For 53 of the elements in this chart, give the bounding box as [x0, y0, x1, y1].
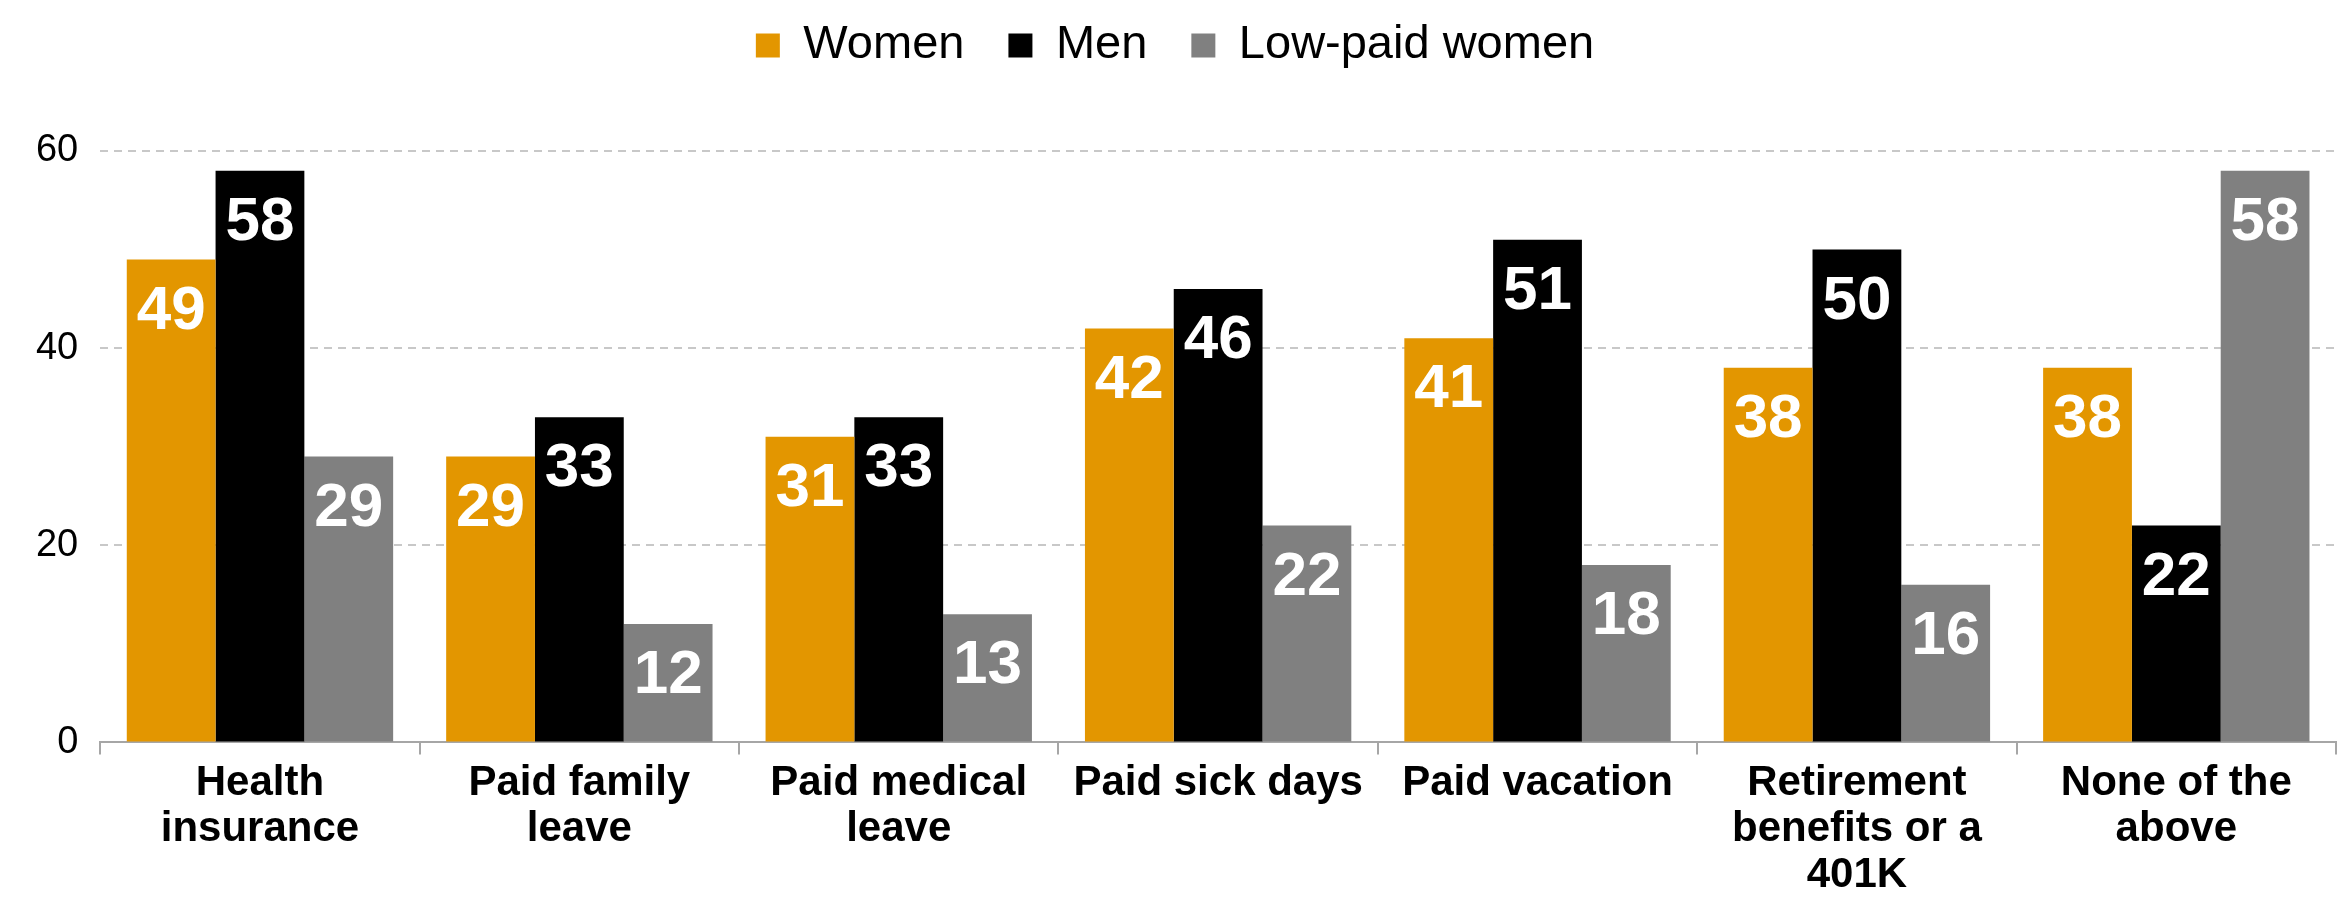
data-label: 33: [864, 430, 934, 500]
x-tick-label: Paid vacation: [1402, 757, 1673, 805]
x-tick-label: Paid family leave: [468, 757, 691, 851]
legend-label: Low-paid women: [1238, 15, 1595, 69]
bar: [1812, 249, 1902, 742]
bar: [1581, 564, 1671, 742]
data-label: 33: [544, 430, 614, 500]
bar: [1173, 288, 1263, 742]
data-label: 42: [1094, 341, 1164, 411]
x-tick-label: Paid sick days: [1073, 757, 1363, 805]
data-label: 58: [225, 183, 295, 253]
bar: [534, 417, 624, 742]
bar: [2220, 170, 2310, 742]
bar: [1262, 525, 1352, 742]
y-tick-label: 0: [57, 718, 79, 761]
bar: [126, 259, 216, 742]
data-label: 58: [2230, 183, 2300, 253]
bar: [304, 456, 394, 742]
data-label: 41: [1414, 351, 1484, 421]
bar: [854, 417, 944, 742]
bar: [215, 170, 305, 742]
data-label: 13: [953, 627, 1023, 697]
bar: [1404, 338, 1494, 742]
data-label: 49: [136, 272, 206, 342]
legend-label: Men: [1055, 15, 1148, 69]
y-tick-label: 20: [35, 521, 79, 564]
bar: [1493, 239, 1582, 742]
data-label: 38: [1733, 380, 1803, 450]
bar: [446, 456, 535, 742]
y-tick-label: 60: [35, 127, 79, 170]
bar: [1723, 367, 1813, 742]
y-tick-label: 40: [35, 324, 79, 367]
x-tick-label: Paid medical leave: [770, 757, 1028, 851]
x-tick-label: None of the above: [2060, 757, 2292, 851]
x-tick-label: Health insurance: [160, 757, 360, 851]
data-label: 51: [1503, 252, 1573, 322]
bar: [2043, 367, 2132, 742]
data-label: 29: [314, 469, 384, 539]
data-label: 46: [1183, 302, 1253, 372]
data-label: 38: [2053, 380, 2122, 450]
data-label: 31: [775, 449, 845, 519]
legend-label: Women: [803, 15, 965, 69]
x-tick-label: Retirement benefits or a 401K: [1732, 757, 1983, 897]
bar: [765, 436, 855, 742]
data-label: 12: [633, 637, 703, 707]
data-label: 16: [1911, 597, 1981, 667]
data-label: 50: [1822, 262, 1892, 332]
data-label: 22: [2141, 538, 2211, 608]
data-label: 18: [1591, 578, 1661, 648]
data-label: 22: [1272, 538, 1342, 608]
data-label: 29: [456, 469, 526, 539]
bar: [2131, 525, 2221, 742]
bar: [1084, 328, 1174, 742]
